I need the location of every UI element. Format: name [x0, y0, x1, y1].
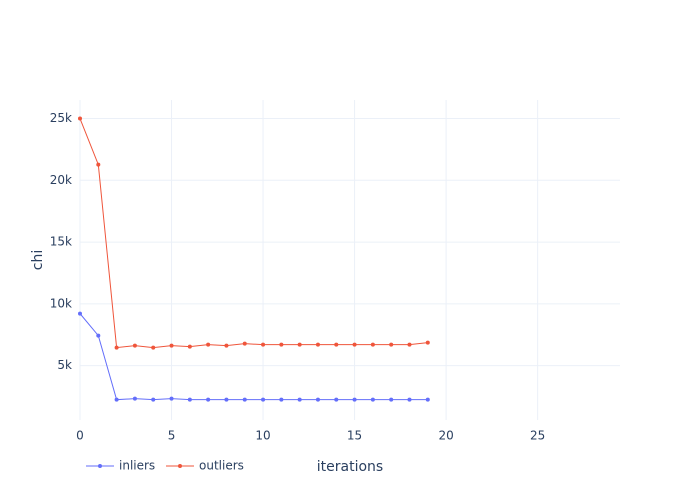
point: [425, 340, 430, 345]
point: [279, 342, 284, 347]
y-tick-label: 5k: [57, 358, 72, 372]
point: [370, 397, 375, 402]
point: [78, 116, 82, 121]
legend-label: outliers: [199, 459, 244, 473]
y-tick-label: 10k: [50, 296, 72, 310]
point: [132, 396, 137, 401]
point: [224, 343, 229, 348]
x-tick-label: 15: [347, 429, 362, 443]
point: [242, 397, 247, 402]
point: [96, 162, 101, 167]
y-axis-label: chi: [30, 250, 46, 270]
line: [79, 118, 428, 349]
x-axis-label: iterations: [317, 459, 383, 475]
legend-label: inliers: [119, 459, 155, 473]
point: [261, 397, 266, 402]
x-tick-label: 25: [530, 429, 545, 443]
line: [79, 313, 428, 401]
point: [187, 344, 192, 349]
point: [389, 397, 394, 402]
y-tick-label: 15k: [50, 235, 72, 249]
point: [315, 397, 320, 402]
point: [352, 342, 357, 347]
point: [187, 397, 192, 402]
x-tick-label: 20: [438, 429, 453, 443]
point: [206, 342, 211, 347]
point: [78, 311, 82, 316]
point: [151, 345, 156, 350]
point: [297, 342, 302, 347]
point: [169, 396, 174, 401]
point: [370, 342, 375, 347]
point: [315, 342, 320, 347]
point: [132, 343, 137, 348]
point: [261, 342, 266, 347]
point: [224, 397, 229, 402]
y-tick-label: 20k: [50, 173, 72, 187]
point: [297, 397, 302, 402]
point: [114, 397, 119, 402]
legend-marker: [98, 464, 102, 468]
legend-marker: [178, 464, 182, 468]
point: [96, 333, 101, 338]
x-tick-label: 5: [168, 429, 176, 443]
point: [352, 397, 357, 402]
point: [169, 343, 174, 348]
point: [334, 342, 339, 347]
point: [389, 342, 394, 347]
point: [425, 397, 430, 402]
point: [114, 345, 119, 350]
point: [407, 342, 412, 347]
y-tick-label: 25k: [50, 111, 72, 125]
x-tick-label: 10: [255, 429, 270, 443]
point: [334, 397, 339, 402]
point: [407, 397, 412, 402]
point: [206, 397, 211, 402]
point: [151, 397, 156, 402]
point: [279, 397, 284, 402]
x-tick-label: 0: [76, 429, 84, 443]
point: [242, 341, 247, 346]
